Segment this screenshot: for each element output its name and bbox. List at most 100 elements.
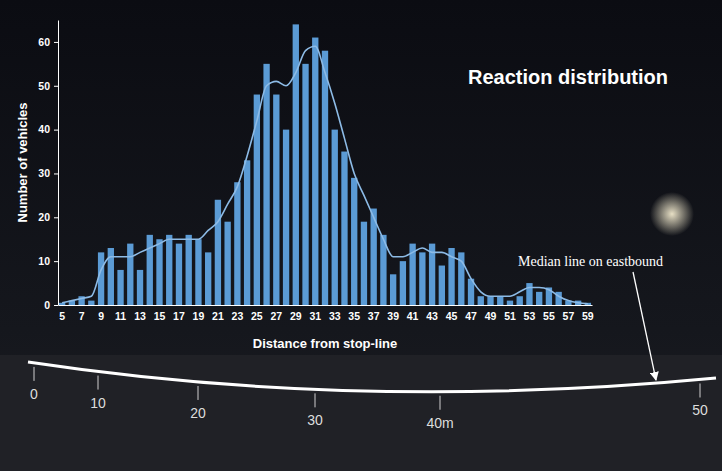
bar [361, 222, 367, 305]
y-tick-mark [54, 217, 58, 218]
x-tick-label: 9 [98, 310, 104, 322]
bar [322, 51, 328, 305]
scale-label: 0 [30, 386, 38, 402]
bar [224, 222, 230, 305]
y-tick-label: 40 [38, 123, 50, 135]
x-tick: 25 [251, 305, 263, 322]
x-tick: 19 [193, 305, 205, 322]
x-tick: 47 [465, 305, 477, 322]
y-tick-mark [54, 261, 58, 262]
annotation: Median line on eastbound [518, 254, 663, 269]
x-tick: 9 [98, 305, 104, 322]
x-tick: 33 [329, 305, 341, 322]
y-tick-label: 0 [44, 299, 50, 311]
y-tick-mark [54, 305, 58, 306]
bar [59, 303, 65, 305]
y-axis-line [58, 21, 59, 306]
bar [205, 252, 211, 305]
x-tick-label: 45 [446, 310, 458, 322]
bar [302, 64, 308, 305]
x-tick-label: 59 [582, 310, 594, 322]
x-tick-label: 27 [270, 310, 282, 322]
y-tick-label: 60 [38, 36, 50, 48]
y-tick: 50 [38, 80, 58, 92]
bar [507, 301, 513, 305]
y-tick: 20 [38, 211, 58, 223]
x-tick: 39 [387, 305, 399, 322]
chart: 5791113151719212325272931333537394143454… [0, 0, 722, 471]
y-tick: 10 [38, 255, 58, 267]
x-tick: 7 [79, 305, 85, 322]
background [0, 0, 722, 471]
annotation-arrow [633, 272, 656, 380]
x-tick: 17 [173, 305, 185, 322]
y-axis: 0 10 20 30 40 50 60 [38, 21, 58, 311]
bar [215, 200, 221, 305]
bar [312, 38, 318, 305]
y-tick-label: 30 [38, 167, 50, 179]
bar [341, 152, 347, 305]
x-tick-label: 25 [251, 310, 263, 322]
x-tick: 15 [154, 305, 166, 322]
median-line [28, 362, 716, 392]
x-tick: 27 [270, 305, 282, 322]
x-tick: 55 [543, 305, 555, 322]
x-tick: 23 [232, 305, 244, 322]
x-tick-label: 15 [154, 310, 166, 322]
y-tick: 60 [38, 36, 58, 48]
bar [127, 244, 133, 305]
x-tick-label: 17 [173, 310, 185, 322]
bar [487, 296, 493, 305]
bar [147, 235, 153, 305]
y-tick-label: 50 [38, 80, 50, 92]
bar [497, 296, 503, 305]
x-tick-label: 49 [485, 310, 497, 322]
x-tick-label: 29 [290, 310, 302, 322]
x-tick-label: 33 [329, 310, 341, 322]
x-tick: 53 [524, 305, 536, 322]
x-tick-label: 51 [504, 310, 516, 322]
x-tick: 5 [59, 305, 65, 322]
scale-label: 20 [190, 405, 206, 421]
x-axis: 5791113151719212325272931333537394143454… [59, 305, 594, 322]
scale-tick [198, 386, 199, 400]
x-tick: 51 [504, 305, 516, 322]
scale-tick [315, 393, 316, 407]
bar [156, 239, 162, 305]
x-tick-label: 53 [524, 310, 536, 322]
x-tick: 11 [115, 305, 126, 322]
x-tick-label: 43 [426, 310, 438, 322]
scale-tick [98, 376, 99, 390]
bar [263, 64, 269, 305]
x-tick: 41 [407, 305, 419, 322]
bar [117, 270, 123, 305]
bar [186, 235, 192, 305]
x-tick-label: 31 [309, 310, 321, 322]
x-tick-label: 37 [368, 310, 380, 322]
x-tick: 45 [446, 305, 458, 322]
bar [273, 95, 279, 305]
x-tick-label: 11 [115, 310, 126, 322]
scale-tick [34, 367, 35, 381]
y-tick-label: 10 [38, 255, 50, 267]
bar [478, 296, 484, 305]
y-tick-mark [54, 130, 58, 131]
x-tick-label: 57 [563, 310, 575, 322]
bar [88, 301, 94, 305]
x-tick: 35 [348, 305, 360, 322]
bar [176, 244, 182, 305]
x-tick-label: 13 [134, 310, 146, 322]
x-tick: 37 [368, 305, 380, 322]
scale-label: 30 [307, 412, 323, 428]
bar [234, 182, 240, 305]
scale-tick [440, 396, 441, 410]
x-axis-line [59, 305, 593, 306]
title: Reaction distribution [468, 66, 668, 88]
x-tick: 57 [563, 305, 575, 322]
x-tick-label: 5 [59, 310, 65, 322]
bar [137, 270, 143, 305]
bar [283, 130, 289, 305]
y-tick: 30 [38, 167, 58, 179]
y-tick: 0 [44, 299, 58, 311]
x-tick-label: 35 [348, 310, 360, 322]
